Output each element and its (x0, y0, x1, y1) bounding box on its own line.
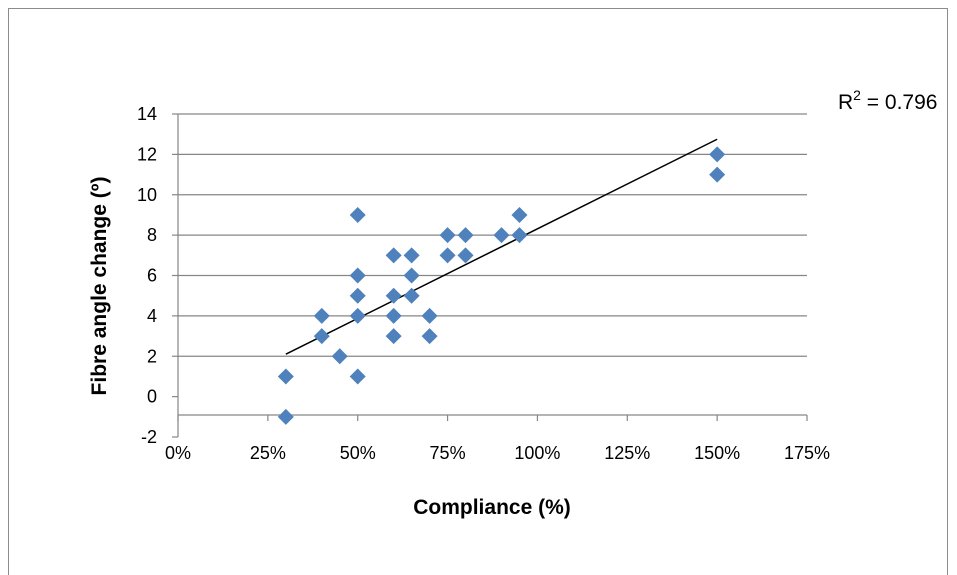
data-point (277, 408, 294, 425)
data-point (457, 247, 474, 264)
x-tick-labels: 0% 25% 50% 75% 100% 125% 150% 175% (165, 443, 830, 463)
r-squared-prefix: R (838, 91, 853, 114)
data-point (511, 227, 528, 244)
data-point (421, 307, 438, 324)
y-tick-labels: -2 0 2 4 6 8 10 12 14 (137, 104, 157, 447)
data-point (349, 206, 366, 223)
data-point (421, 328, 438, 345)
x-tick-label: 0% (165, 443, 191, 463)
data-point (403, 267, 420, 284)
x-tick-label: 175% (784, 443, 830, 463)
data-point (457, 227, 474, 244)
y-tick-label: 8 (147, 225, 157, 245)
data-point (511, 206, 528, 223)
data-point (403, 287, 420, 304)
y-tick-label: 2 (147, 346, 157, 366)
y-tick-label: -2 (141, 427, 157, 447)
data-point (439, 247, 456, 264)
data-point (331, 348, 348, 365)
chart-frame (8, 8, 948, 575)
r-squared-value: = 0.796 (861, 91, 937, 114)
y-tick-label: 4 (147, 306, 157, 326)
trendline-group (285, 138, 718, 355)
gridlines (172, 113, 807, 438)
x-tick-label: 75% (430, 443, 466, 463)
x-tick-label: 100% (514, 443, 560, 463)
x-tick-label: 150% (694, 443, 740, 463)
data-point (349, 368, 366, 385)
y-axis-title: Fibre angle change (º) (88, 177, 111, 396)
data-point (313, 328, 330, 345)
trendline (285, 138, 718, 355)
data-point (277, 368, 294, 385)
r-squared-superscript: 2 (853, 87, 861, 103)
data-points (277, 146, 726, 425)
y-tick-label: 12 (137, 144, 157, 164)
data-point (349, 267, 366, 284)
data-point (709, 146, 726, 163)
data-point (349, 287, 366, 304)
data-point (493, 227, 510, 244)
data-point (385, 287, 402, 304)
x-tick-label: 50% (340, 443, 376, 463)
y-tick-label: 0 (147, 387, 157, 407)
y-tick-label: 10 (137, 185, 157, 205)
x-tick-label: 25% (250, 443, 286, 463)
x-tick-label: 125% (604, 443, 650, 463)
y-tick-label: 6 (147, 266, 157, 286)
data-point (439, 227, 456, 244)
y-tick-label: 14 (137, 104, 157, 124)
data-point (403, 247, 420, 264)
r-squared-annotation: R2 = 0.796 (838, 87, 937, 114)
data-point (349, 307, 366, 324)
data-point (385, 307, 402, 324)
data-point (709, 166, 726, 183)
data-point (313, 307, 330, 324)
x-axis-title: Compliance (%) (413, 496, 571, 519)
data-point (385, 328, 402, 345)
data-point (385, 247, 402, 264)
